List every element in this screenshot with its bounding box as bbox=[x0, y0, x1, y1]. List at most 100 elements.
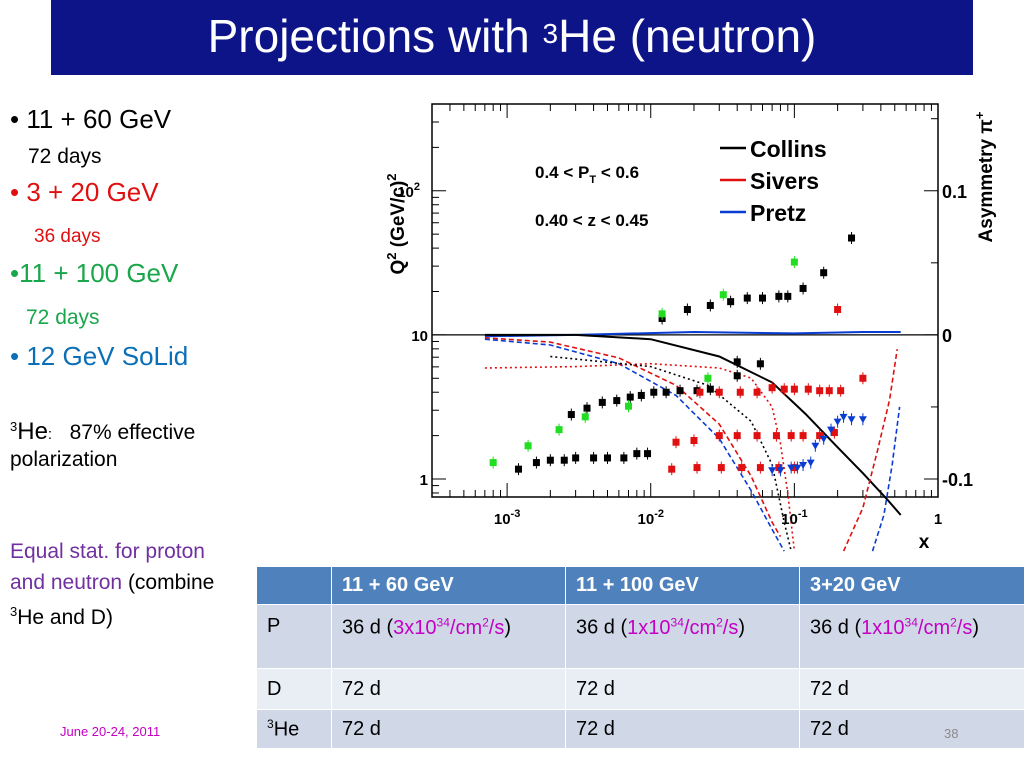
y2-tick-label: -0.1 bbox=[942, 470, 973, 490]
data-point-3-20-gev bbox=[736, 388, 744, 396]
data-point-11-60-gev bbox=[683, 306, 691, 314]
lum-base: 3x10 bbox=[393, 616, 437, 639]
data-point-11-60-gev bbox=[784, 292, 792, 300]
data-point-11-60-gev bbox=[756, 360, 764, 368]
cell-text-end: ) bbox=[972, 616, 980, 639]
data-point-11-100-gev bbox=[624, 402, 632, 410]
data-point-3-20-gev bbox=[787, 432, 795, 440]
data-point-3-20-gev bbox=[690, 436, 698, 444]
data-point-11-100-gev bbox=[555, 426, 563, 434]
he3-polarization-line2: polarization bbox=[10, 448, 118, 471]
y-tick-label: 10 bbox=[411, 328, 428, 345]
equal-stat-combine: (combine bbox=[122, 571, 215, 594]
tick-base: 10 bbox=[638, 511, 655, 528]
data-point-12-gev-solid bbox=[776, 467, 785, 475]
bullet-solid: • 12 GeV SoLid bbox=[10, 341, 188, 371]
data-point-3-20-gev bbox=[733, 432, 741, 440]
data-point-3-20-gev bbox=[837, 387, 845, 395]
data-point-11-100-gev bbox=[524, 442, 532, 450]
data-point-11-60-gev bbox=[733, 358, 741, 366]
title-bar: Projections with 3He (neutron) bbox=[51, 0, 973, 75]
x-tick-label: 10-2 bbox=[638, 508, 664, 528]
tick-exp: -3 bbox=[511, 508, 521, 520]
curve-sivers-rise bbox=[842, 349, 898, 552]
axis-title-part: + bbox=[972, 111, 987, 119]
bullet-11-100: •11 + 100 GeV bbox=[10, 258, 178, 288]
curve-sivers-dashed bbox=[484, 337, 782, 537]
y2-tick-label: 0 bbox=[942, 326, 952, 346]
y-axis-title: Q2 (GeV/c)2 bbox=[384, 173, 409, 274]
curve-sivers-dotted bbox=[484, 362, 796, 552]
row-label: D bbox=[256, 668, 332, 710]
lum-unit-s: /s bbox=[956, 616, 973, 639]
equal-stat-line2: and neutron (combine bbox=[10, 568, 214, 597]
bullet-text: 12 GeV SoLid bbox=[26, 341, 189, 371]
cell-text-end: ) bbox=[504, 616, 512, 639]
he3-colon: : bbox=[47, 426, 53, 443]
data-point-11-60-gev bbox=[727, 298, 735, 306]
tick-base: 10 bbox=[781, 511, 798, 528]
data-point-3-20-gev bbox=[816, 387, 824, 395]
slide-title: Projections with 3He (neutron) bbox=[51, 9, 973, 63]
data-point-3-20-gev bbox=[799, 432, 807, 440]
row-label: P bbox=[256, 604, 332, 669]
bullet-text: 11 + 100 GeV bbox=[19, 258, 179, 288]
data-point-11-100-gev bbox=[719, 291, 727, 299]
curve-pretz-dashed bbox=[484, 338, 785, 552]
data-point-3-20-gev bbox=[772, 432, 780, 440]
cell-text: 36 d ( bbox=[810, 616, 862, 639]
data-point-12-gev-solid bbox=[858, 416, 867, 424]
data-point-11-60-gev bbox=[590, 454, 598, 462]
data-point-11-60-gev bbox=[633, 450, 641, 458]
title-text: Projections with bbox=[207, 10, 543, 62]
equal-stat-purple: and neutron bbox=[10, 571, 123, 594]
cell-text: 36 d ( bbox=[576, 616, 628, 639]
tick-base: 10 bbox=[397, 184, 414, 201]
data-point-12-gev-solid bbox=[839, 413, 848, 421]
axis-title-part: 2 bbox=[384, 253, 399, 260]
x-tick-label: 10-3 bbox=[494, 508, 520, 528]
data-point-3-20-gev bbox=[780, 385, 788, 393]
data-point-12-gev-solid bbox=[787, 464, 796, 472]
he3-text: 87% effective bbox=[69, 421, 196, 444]
lum-exp: 34 bbox=[670, 615, 684, 629]
data-point-11-100-gev bbox=[489, 459, 497, 467]
annotation-part: T bbox=[589, 174, 596, 186]
data-point-11-60-gev bbox=[799, 284, 807, 292]
table-row: P 36 d (3x1034/cm2/s) 36 d (1x1034/cm2/s… bbox=[256, 604, 1024, 669]
data-point-11-100-gev bbox=[790, 258, 798, 266]
data-point-11-60-gev bbox=[759, 294, 767, 302]
tick-exp: -2 bbox=[654, 508, 664, 520]
lum-unit-s: /s bbox=[722, 616, 739, 639]
data-point-11-60-gev bbox=[743, 294, 751, 302]
data-point-3-20-gev bbox=[668, 465, 676, 473]
data-point-3-20-gev bbox=[834, 306, 842, 314]
data-point-3-20-gev bbox=[753, 388, 761, 396]
data-point-3-20-gev bbox=[830, 429, 838, 437]
data-point-3-20-gev bbox=[738, 464, 746, 472]
data-point-12-gev-solid bbox=[768, 467, 777, 475]
lum-exp2: 2 bbox=[716, 615, 723, 629]
data-point-12-gev-solid bbox=[819, 435, 828, 443]
legend-label-collins: Collins bbox=[750, 136, 827, 162]
bullet-text: 3 + 20 GeV bbox=[26, 177, 159, 207]
he3-label: He bbox=[17, 418, 48, 445]
table-row: D 72 d 72 d 72 d bbox=[256, 668, 1024, 710]
data-point-3-20-gev bbox=[790, 385, 798, 393]
row-label-sup: 3 bbox=[267, 716, 274, 731]
data-point-3-20-gev bbox=[717, 464, 725, 472]
footer-date: June 20-24, 2011 bbox=[60, 724, 161, 739]
data-point-11-60-gev bbox=[532, 459, 540, 467]
curve-collins bbox=[484, 333, 902, 516]
equal-stat-line1: Equal stat. for proton bbox=[10, 540, 205, 563]
data-point-11-60-gev bbox=[706, 385, 714, 393]
plot-frame bbox=[431, 103, 939, 498]
table-header-row: 11 + 60 GeV 11 + 100 GeV 3+20 GeV bbox=[256, 566, 1024, 605]
curve-collins-dotted bbox=[550, 355, 792, 552]
theory-curves bbox=[484, 330, 902, 552]
data-point-11-60-gev bbox=[626, 393, 634, 401]
data-point-11-60-gev bbox=[662, 388, 670, 396]
y2-axis-title: Asymmetry π+ bbox=[972, 111, 997, 242]
annotation-part: 0.4 < P bbox=[535, 163, 589, 182]
